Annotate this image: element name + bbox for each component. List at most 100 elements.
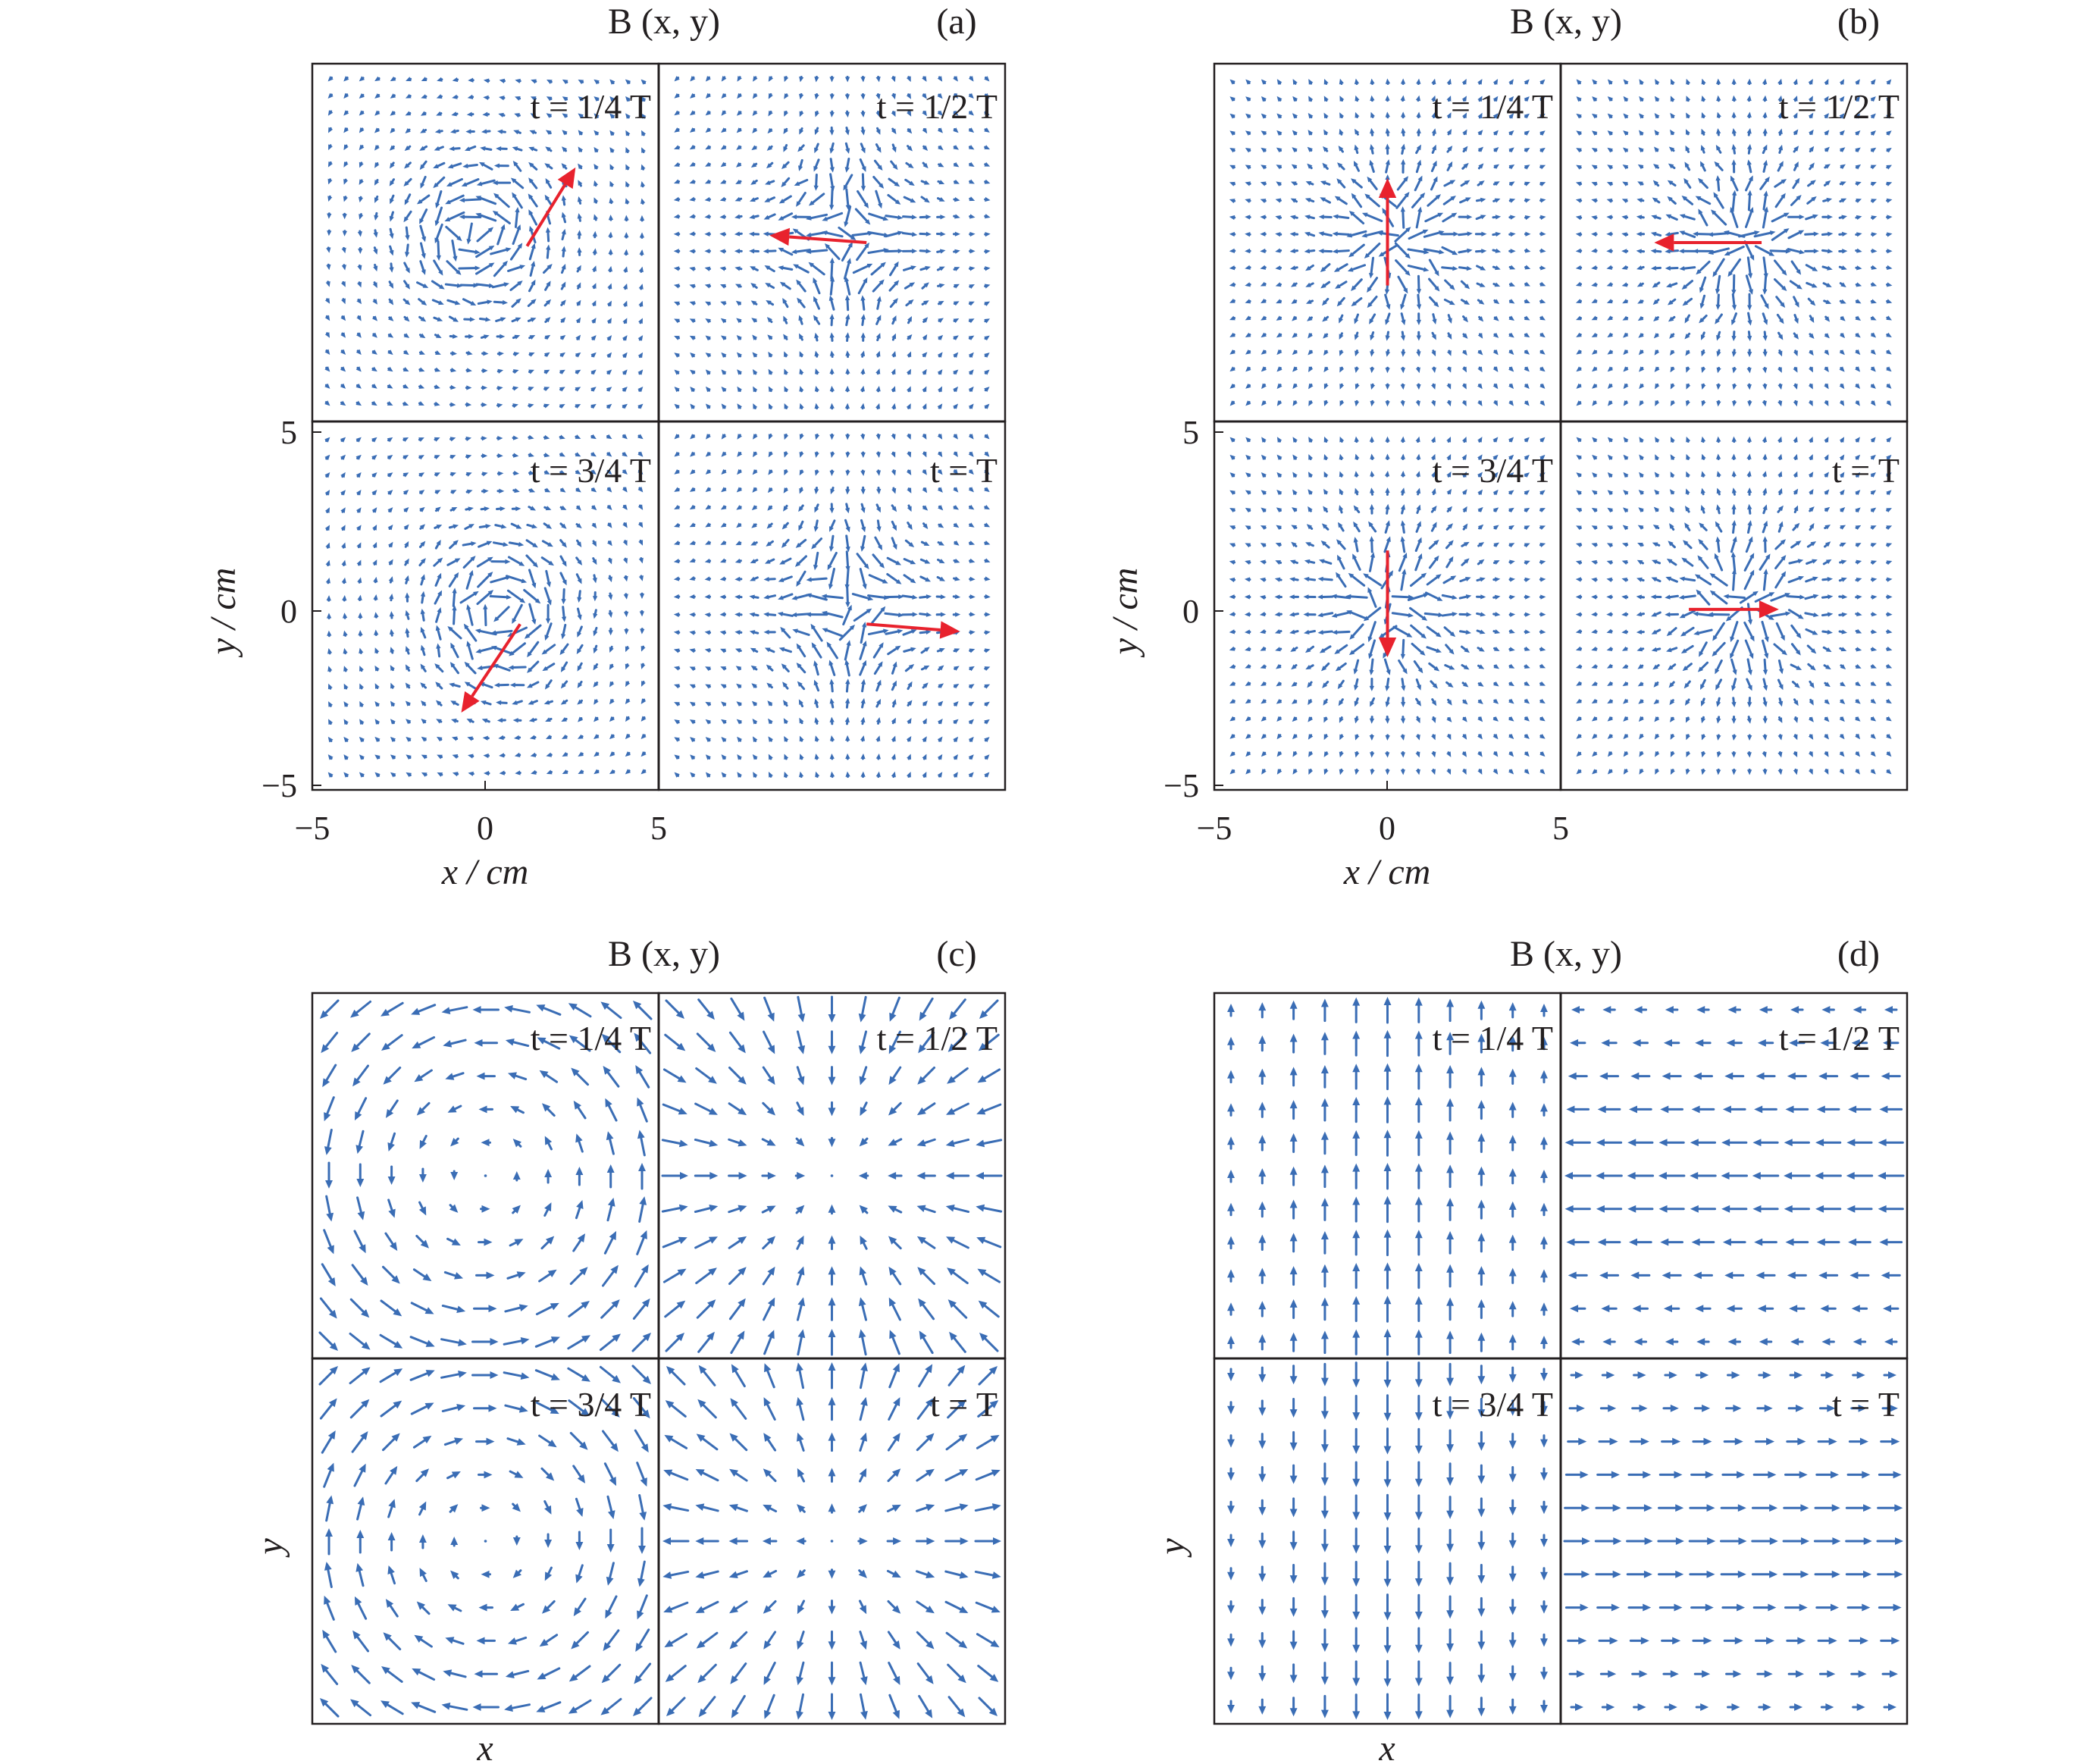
subplot-c-4: t = T	[657, 1357, 1007, 1725]
vector-b-3-40	[1524, 454, 1530, 460]
vector-d-3-54	[1540, 1500, 1548, 1515]
vector-a-3-368	[498, 735, 506, 741]
vector-d-1-4	[1352, 997, 1361, 1023]
vector-a-3-340	[390, 719, 396, 725]
vector-a-3-213	[374, 612, 379, 619]
vector-a-3-377	[640, 733, 647, 739]
vector-b-1-373	[1477, 366, 1483, 373]
vector-b-2-391	[1777, 383, 1783, 390]
vector-a-1-273	[324, 298, 330, 304]
vector-b-1-7	[1339, 78, 1344, 86]
vector-b-2-224	[1787, 248, 1806, 255]
vector-c-2-100	[696, 1299, 716, 1319]
vector-a-3-390	[514, 752, 521, 757]
vector-b-4-394	[1824, 751, 1829, 757]
vector-b-1-264	[1416, 274, 1422, 295]
vector-a-3-242	[490, 629, 513, 635]
vector-a-4-328	[875, 698, 882, 708]
vector-b-4-348	[1762, 716, 1768, 724]
vector-d-4-91	[1661, 1637, 1681, 1645]
vector-b-2-112	[1684, 161, 1691, 171]
vector-a-1-215	[404, 243, 410, 258]
vector-a-3-312	[609, 681, 615, 688]
vector-c-1-71	[480, 1205, 490, 1213]
vector-a-1-334	[622, 335, 628, 341]
vector-a-3-301	[435, 681, 443, 690]
vector-d-2-6	[1759, 1006, 1773, 1014]
vector-a-1-354	[606, 352, 612, 359]
vector-a-2-289	[921, 300, 929, 305]
vector-b-2-249	[1855, 265, 1862, 271]
vector-d-4-5	[1727, 1371, 1740, 1379]
vector-d-1-92	[1352, 1263, 1361, 1289]
vector-a-1-51	[466, 111, 474, 117]
vector-b-3-307	[1430, 680, 1438, 689]
vector-d-3-72	[1414, 1560, 1423, 1587]
vector-a-2-28	[784, 93, 789, 99]
vector-a-2-192	[719, 231, 727, 237]
vector-b-2-313	[1870, 315, 1877, 321]
vector-b-2-92	[1700, 145, 1705, 154]
vector-b-1-308	[1447, 314, 1452, 324]
vector-a-2-99	[907, 145, 913, 152]
vector-b-1-325	[1385, 331, 1390, 341]
vector-b-4-163	[1822, 559, 1832, 566]
vector-a-4-157	[827, 551, 838, 571]
vector-b-1-88	[1292, 147, 1298, 153]
vector-a-1-43	[343, 110, 349, 116]
vector-d-1-6	[1414, 997, 1423, 1023]
vector-b-4-267	[1806, 644, 1817, 654]
vector-d-1-56	[1258, 1168, 1267, 1185]
vector-a-2-10	[829, 76, 835, 83]
vector-b-3-28	[1339, 453, 1344, 461]
vector-b-1-365	[1354, 366, 1360, 373]
vector-b-1-61	[1524, 113, 1530, 119]
vector-d-1-26	[1352, 1064, 1361, 1090]
vector-b-4-126	[1575, 542, 1583, 547]
vector-a-3-33	[512, 453, 519, 458]
vector-c-2-7	[889, 996, 900, 1022]
vector-a-3-392	[546, 752, 553, 757]
vector-a-4-351	[907, 718, 912, 724]
vector-c-2-105	[858, 1297, 868, 1321]
vector-b-4-187	[1870, 577, 1878, 582]
vector-b-2-114	[1714, 161, 1724, 171]
vector-a-2-53	[844, 110, 850, 117]
vector-a-4-215	[749, 612, 759, 617]
vector-a-4-277	[735, 666, 742, 671]
vector-b-1-331	[1477, 333, 1483, 339]
vector-b-2-72	[1716, 128, 1721, 136]
vector-b-1-381	[1276, 383, 1283, 390]
vector-b-2-362	[1654, 366, 1660, 372]
vector-d-4-76	[1877, 1570, 1903, 1578]
vector-b-3-250	[1524, 629, 1531, 634]
vector-a-1-391	[528, 387, 534, 391]
vector-c-3-55	[325, 1528, 333, 1556]
vector-b-2-104	[1886, 147, 1892, 153]
vector-a-2-321	[767, 334, 773, 340]
vector-d-4-44	[1564, 1504, 1590, 1512]
vector-a-1-102	[609, 147, 615, 153]
vector-d-2-102	[1663, 1305, 1680, 1313]
vector-b-3-379	[1245, 750, 1251, 757]
vector-b-1-412	[1431, 399, 1436, 407]
vector-d-2-3	[1665, 1006, 1679, 1014]
vector-c-2-66	[661, 1204, 688, 1213]
vector-b-3-100	[1477, 506, 1483, 512]
vector-b-1-316	[1245, 332, 1251, 337]
vector-a-2-22	[690, 92, 696, 99]
vector-a-3-244	[524, 624, 542, 639]
vector-b-2-346	[1731, 349, 1737, 358]
vector-b-2-403	[1639, 400, 1644, 406]
vector-a-2-208	[969, 231, 976, 237]
vector-a-3-145	[622, 540, 628, 547]
vector-b-2-8	[1701, 78, 1706, 85]
vector-a-2-266	[888, 280, 900, 292]
vector-d-4-61	[1751, 1537, 1778, 1545]
vector-b-2-411	[1762, 399, 1767, 407]
vector-a-3-311	[593, 681, 599, 688]
vector-d-2-59	[1690, 1172, 1717, 1180]
vector-b-1-114	[1369, 159, 1375, 174]
vector-a-4-250	[969, 630, 976, 635]
vector-b-2-105	[1576, 164, 1582, 170]
